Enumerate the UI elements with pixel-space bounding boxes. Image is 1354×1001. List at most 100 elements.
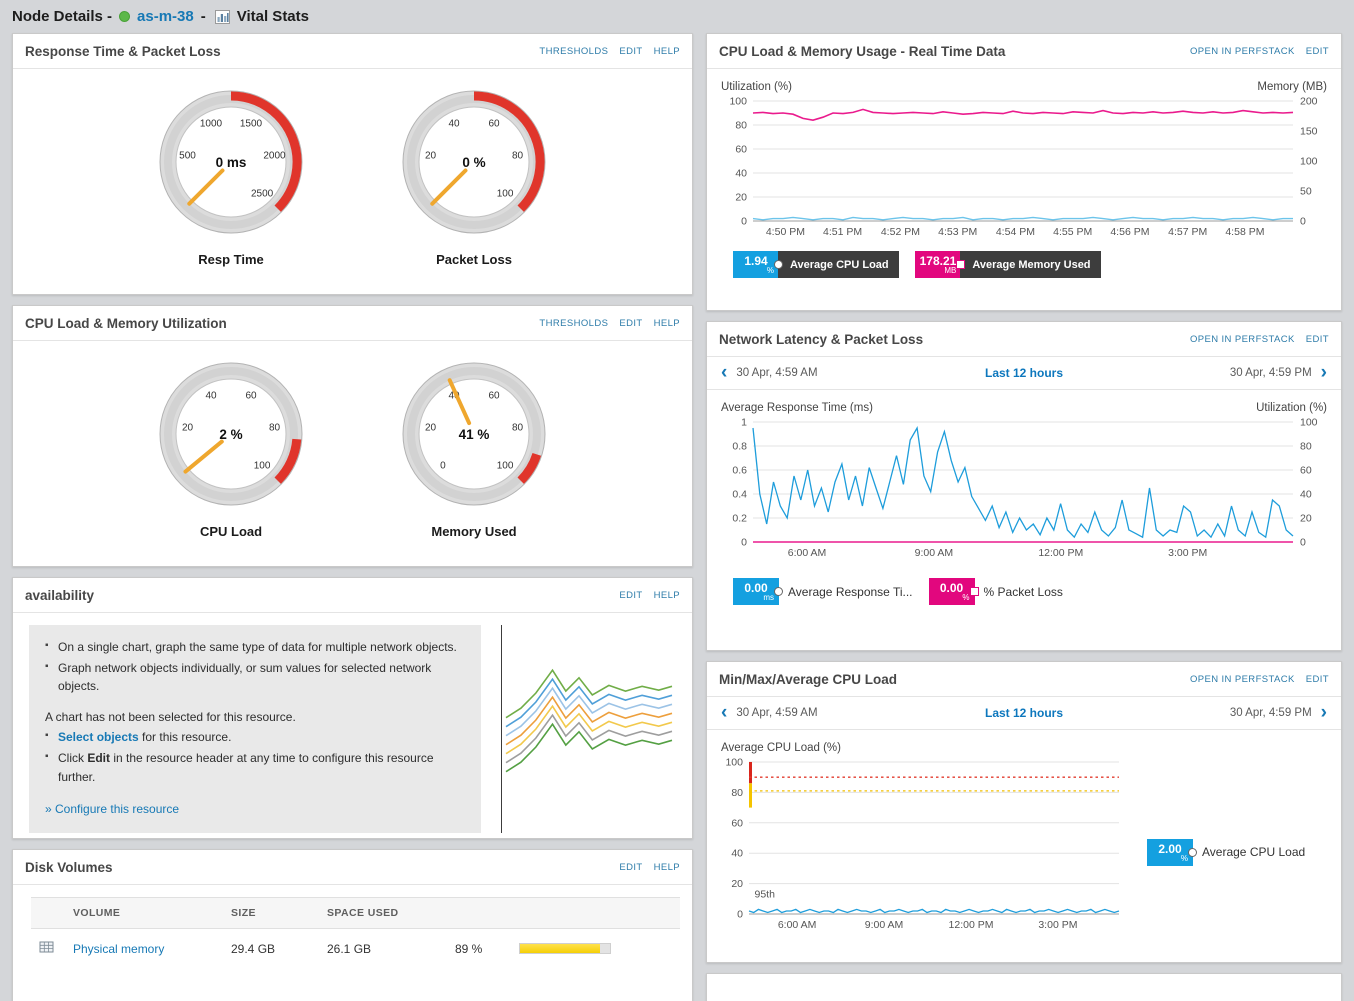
svg-text:40: 40 (735, 168, 747, 180)
legend-value-badge: 2.00% (1147, 838, 1193, 866)
configure-resource-link[interactable]: » Configure this resource (45, 802, 180, 817)
svg-text:2500: 2500 (251, 189, 274, 200)
svg-text:41 %: 41 % (459, 427, 490, 442)
legend-item[interactable]: 2.00% Average CPU Load (1147, 838, 1305, 866)
svg-text:0 %: 0 % (462, 155, 485, 170)
svg-text:80: 80 (512, 151, 524, 162)
svg-text:80: 80 (269, 423, 281, 434)
view-title: Vital Stats (236, 8, 309, 25)
open-in-perfstack-link[interactable]: OPEN IN PERFSTACK (1189, 334, 1295, 345)
chart-legend: 0.00 ms Average Response Ti... 0.00% % Pa… (707, 578, 1341, 605)
svg-text:100: 100 (1300, 156, 1318, 168)
chevron-right-icon[interactable]: › (1320, 702, 1327, 723)
gauge-label: Memory Used (431, 524, 517, 539)
svg-text:100: 100 (725, 757, 743, 769)
chart-legend: 2.00% Average CPU Load (1127, 770, 1305, 934)
volume-link[interactable]: Physical memory (73, 941, 165, 956)
legend-label: % Packet Loss (983, 584, 1063, 599)
svg-text:20: 20 (731, 878, 743, 890)
svg-text:100: 100 (254, 461, 271, 472)
edit-link[interactable]: EDIT (1305, 46, 1329, 57)
chart-legend: 1.94% Average CPU Load 178.21 MB Average … (707, 251, 1341, 278)
gauge-cpu-load: 20 40 60 80 100 2 % CPU Load (156, 359, 306, 539)
svg-text:500: 500 (179, 151, 196, 162)
svg-text:4:57 PM: 4:57 PM (1168, 226, 1207, 238)
svg-text:150: 150 (1300, 126, 1318, 138)
svg-text:80: 80 (731, 787, 743, 799)
edit-link[interactable]: EDIT (619, 46, 643, 57)
svg-text:40: 40 (1300, 489, 1312, 501)
legend-item[interactable]: 0.00% % Packet Loss (928, 578, 1063, 605)
gauge-svg: 0 20 40 60 80 100 41 % (402, 362, 546, 506)
svg-text:0.6: 0.6 (732, 465, 747, 477)
legend-square-marker-icon (969, 587, 979, 596)
memory-volume-icon (39, 941, 54, 956)
panel-title: Disk Volumes (25, 860, 113, 875)
legend-item[interactable]: 178.21 MB Average Memory Used (914, 251, 1101, 278)
left-axis-label: Utilization (%) (721, 81, 792, 93)
svg-text:3:00 PM: 3:00 PM (1038, 919, 1077, 931)
svg-text:20: 20 (425, 423, 437, 434)
svg-text:60: 60 (735, 144, 747, 156)
svg-text:20: 20 (182, 423, 194, 434)
range-start-date: 30 Apr, 4:59 AM (736, 707, 818, 719)
svg-text:200: 200 (1300, 96, 1318, 108)
panel-title: CPU Load & Memory Utilization (25, 316, 227, 331)
legend-value-badge: 178.21 MB (914, 251, 962, 278)
chevron-right-icon[interactable]: › (1320, 362, 1327, 383)
legend-item[interactable]: 0.00 ms Average Response Ti... (733, 578, 913, 605)
svg-text:1000: 1000 (200, 118, 223, 129)
left-axis-label: Average CPU Load (%) (721, 742, 841, 754)
svg-text:9:00 AM: 9:00 AM (865, 919, 904, 931)
page-header: Node Details - as-m-38 - Vital Stats (0, 0, 1354, 33)
edit-link[interactable]: EDIT (1305, 674, 1329, 685)
legend-item[interactable]: 1.94% Average CPU Load (733, 251, 899, 278)
time-range-label[interactable]: Last 12 hours (984, 706, 1064, 720)
help-link[interactable]: HELP (653, 590, 680, 601)
svg-text:100: 100 (497, 461, 514, 472)
cpu-load-line-chart: 100 80 60 40 20 0 6:00 AM 9:00 AM 12:00 PM 3:00 P… (719, 756, 1127, 934)
chevron-left-icon[interactable]: ‹ (721, 362, 728, 383)
svg-text:0.2: 0.2 (732, 513, 747, 525)
svg-text:12:00 PM: 12:00 PM (949, 919, 994, 931)
svg-text:4:58 PM: 4:58 PM (1225, 226, 1264, 238)
legend-value-badge: 0.00 ms (733, 578, 779, 605)
svg-text:0: 0 (741, 537, 747, 549)
legend-circle-marker-icon (1188, 847, 1197, 857)
panel-title: Network Latency & Packet Loss (719, 332, 924, 347)
gauge-svg: 20 40 60 80 100 0 % (402, 90, 546, 234)
page-title: Node Details - (12, 8, 113, 25)
select-objects-link[interactable]: Select objects (58, 730, 139, 745)
svg-text:4:54 PM: 4:54 PM (996, 226, 1035, 238)
thresholds-link[interactable]: THRESHOLDS (539, 46, 609, 57)
svg-text:3:00 PM: 3:00 PM (1168, 547, 1207, 559)
help-link[interactable]: HELP (653, 862, 680, 873)
panel-title: CPU Load & Memory Usage - Real Time Data (719, 44, 1006, 59)
svg-text:60: 60 (245, 390, 257, 401)
thresholds-link[interactable]: THRESHOLDS (539, 318, 609, 329)
table-header-row: VOLUME SIZE SPACE USED (31, 897, 680, 929)
gauge-svg: 20 40 60 80 100 2 % (159, 362, 303, 506)
time-range-bar: ‹ 30 Apr, 4:59 AM Last 12 hours 30 Apr, … (707, 697, 1341, 730)
gauge-dial: 0 20 40 60 80 100 41 % (399, 359, 549, 514)
title-separator: - (200, 8, 206, 25)
table-row: Physical memory 29.4 GB 26.1 GB 89 % (31, 929, 680, 963)
help-link[interactable]: HELP (653, 318, 680, 329)
svg-text:20: 20 (735, 192, 747, 204)
node-name-link[interactable]: as-m-38 (137, 8, 194, 25)
chevron-left-icon[interactable]: ‹ (721, 702, 728, 723)
edit-link[interactable]: EDIT (619, 862, 643, 873)
open-in-perfstack-link[interactable]: OPEN IN PERFSTACK (1189, 674, 1295, 685)
svg-text:0: 0 (1300, 216, 1306, 228)
edit-link[interactable]: EDIT (619, 590, 643, 601)
svg-text:40: 40 (448, 390, 460, 401)
gauge-dial: 20 40 60 80 100 2 % (156, 359, 306, 514)
svg-text:100: 100 (729, 96, 747, 108)
time-range-label[interactable]: Last 12 hours (984, 366, 1064, 380)
help-link[interactable]: HELP (653, 46, 680, 57)
open-in-perfstack-link[interactable]: OPEN IN PERFSTACK (1189, 46, 1295, 57)
edit-link[interactable]: EDIT (619, 318, 643, 329)
range-start-date: 30 Apr, 4:59 AM (736, 367, 818, 379)
volume-size: 29.4 GB (231, 941, 276, 956)
edit-link[interactable]: EDIT (1305, 334, 1329, 345)
